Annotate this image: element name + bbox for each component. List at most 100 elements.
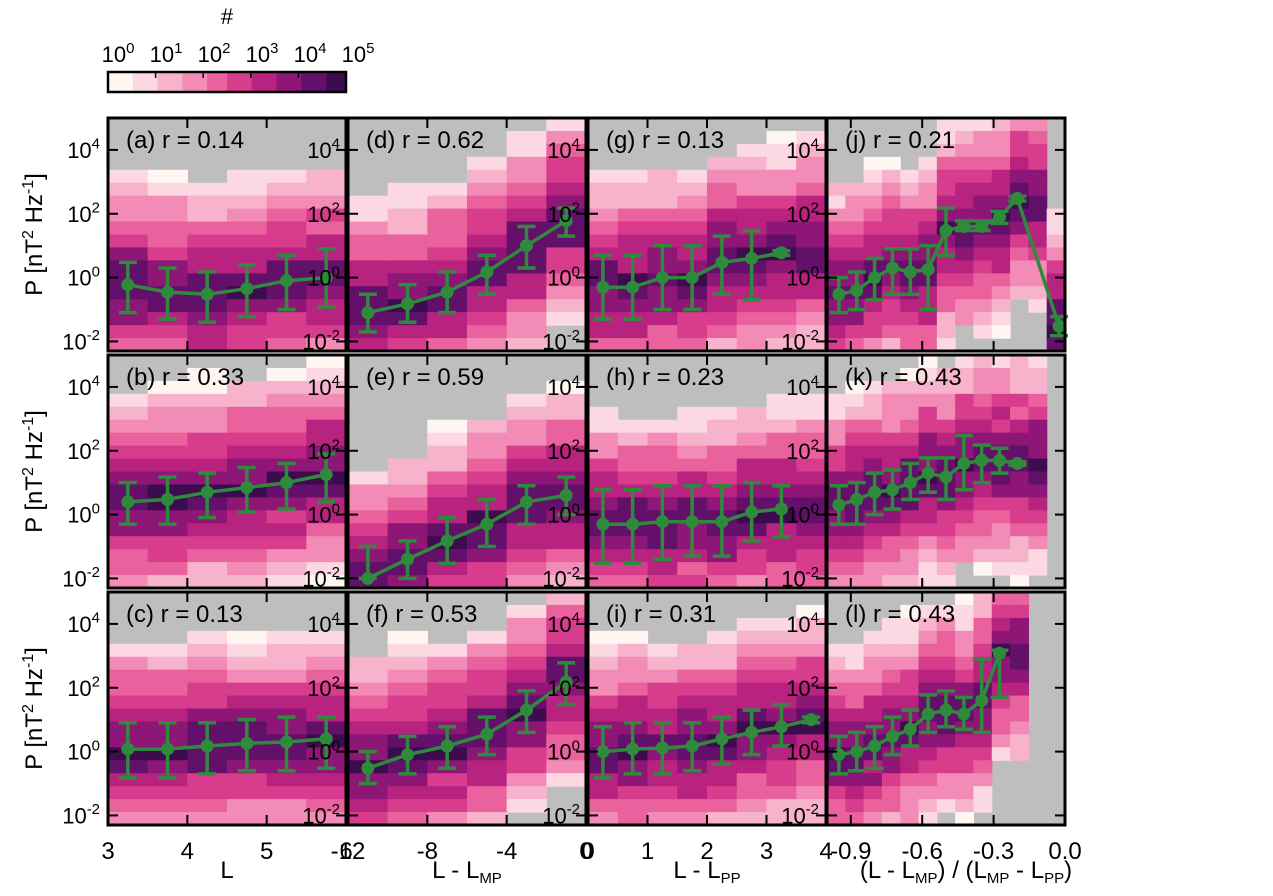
heatmap-cell — [227, 325, 268, 339]
heatmap-cell — [766, 786, 797, 800]
heatmap-cell — [766, 208, 797, 223]
heatmap-cell — [427, 682, 468, 697]
heatmap-cell — [266, 510, 307, 524]
heatmap-cell — [845, 773, 865, 787]
heatmap-cell — [991, 419, 1011, 434]
heatmap-cell — [677, 458, 708, 473]
colorbar-swatch — [157, 72, 164, 92]
heatmap-cell — [955, 682, 975, 697]
heatmap-cell — [108, 419, 149, 434]
heatmap-cell — [863, 299, 883, 313]
heatmap-cell — [955, 143, 975, 158]
heatmap-cell — [266, 708, 307, 723]
median-point — [280, 735, 293, 749]
heatmap-cell — [108, 708, 149, 723]
heatmap-cell — [147, 786, 188, 800]
colorbar-tick-label: 101 — [150, 40, 183, 67]
heatmap-cell — [707, 575, 738, 589]
heatmap-cell — [1028, 393, 1048, 408]
heatmap-cell — [588, 643, 619, 658]
median-point — [868, 739, 882, 753]
heatmap-cell — [845, 656, 865, 671]
heatmap-cell — [266, 773, 307, 787]
heatmap-cell — [766, 406, 797, 421]
heatmap-cell — [736, 786, 768, 800]
heatmap-cell — [387, 643, 428, 658]
heatmap-cell — [845, 393, 865, 408]
median-line — [127, 472, 327, 504]
heatmap-cell — [187, 656, 228, 671]
heatmap-cell — [1010, 656, 1029, 671]
heatmap-cell — [506, 312, 547, 326]
heatmap-cell — [918, 786, 938, 800]
x-tick-label: -0.3 — [973, 838, 1014, 865]
heatmap-cell — [955, 669, 975, 684]
heatmap-cell — [707, 169, 738, 184]
heatmap-cell — [973, 734, 993, 748]
heatmap-cell — [588, 208, 619, 223]
heatmap-cell — [227, 169, 268, 184]
heatmap-cell — [827, 182, 846, 197]
heatmap-cell — [108, 669, 149, 684]
heatmap-cell — [736, 773, 768, 787]
heatmap-cell — [936, 406, 956, 421]
heatmap-cell — [796, 312, 827, 326]
heatmap-cell — [845, 312, 865, 326]
heatmap-cell — [900, 445, 920, 460]
heatmap-cell — [827, 562, 846, 576]
heatmap-cell — [881, 617, 901, 632]
heatmap-cell — [647, 708, 678, 723]
heatmap-cell — [647, 445, 678, 460]
heatmap-cell — [918, 799, 938, 813]
colorbar-frame — [106, 70, 348, 94]
y-tick-label: 104 — [67, 136, 100, 163]
heatmap-cell — [227, 669, 268, 684]
heatmap-cell — [467, 682, 508, 697]
heatmap-cell — [796, 234, 827, 249]
y-tick-label: 102 — [786, 674, 819, 701]
heatmap-cell — [387, 234, 428, 249]
heatmap-cell — [546, 312, 587, 326]
heatmap-cell — [467, 656, 508, 671]
heatmap-cell — [227, 312, 268, 326]
heatmap-cell — [227, 458, 268, 473]
heatmap-cell — [506, 604, 547, 619]
heatmap-cell — [387, 786, 428, 800]
y-tick-label: 100 — [67, 737, 100, 764]
median-point — [993, 646, 1007, 660]
colorbar-swatch — [132, 72, 139, 92]
heatmap-cell — [736, 312, 768, 326]
heatmap-cell — [147, 812, 188, 826]
heatmap-cell — [467, 562, 508, 576]
heatmap-cell — [991, 708, 1011, 723]
heatmap-cell — [588, 708, 619, 723]
heatmap-cell — [863, 338, 883, 352]
heatmap-cell — [973, 510, 993, 524]
heatmap-cell — [546, 143, 587, 158]
heatmap-cell — [991, 260, 1011, 274]
heatmap-cell — [506, 419, 547, 434]
heatmap-cell — [506, 536, 547, 550]
heatmap-cell — [936, 510, 956, 524]
heatmap-cell — [187, 432, 228, 447]
heatmap-cell — [588, 432, 619, 447]
heatmap-cell — [506, 273, 547, 287]
median-point — [655, 271, 669, 285]
heatmap-cell — [387, 812, 428, 826]
heatmap-cell — [467, 471, 508, 486]
heatmap-cell — [227, 786, 268, 800]
colorbar-swatch — [112, 72, 119, 92]
heatmap-cell — [881, 549, 901, 563]
heatmap-cell — [881, 299, 901, 313]
heatmap-cell — [936, 432, 956, 447]
median-point — [480, 727, 494, 741]
median-point — [939, 223, 953, 237]
heatmap-cell — [348, 208, 389, 223]
heatmap-cell — [187, 523, 228, 537]
heatmap-cell — [991, 118, 1011, 132]
heatmap-cell — [936, 393, 956, 408]
y-tick-label: 104 — [786, 136, 819, 163]
heatmap-cell — [506, 208, 547, 223]
heatmap-cell — [266, 367, 307, 382]
heatmap-cell — [900, 773, 920, 787]
